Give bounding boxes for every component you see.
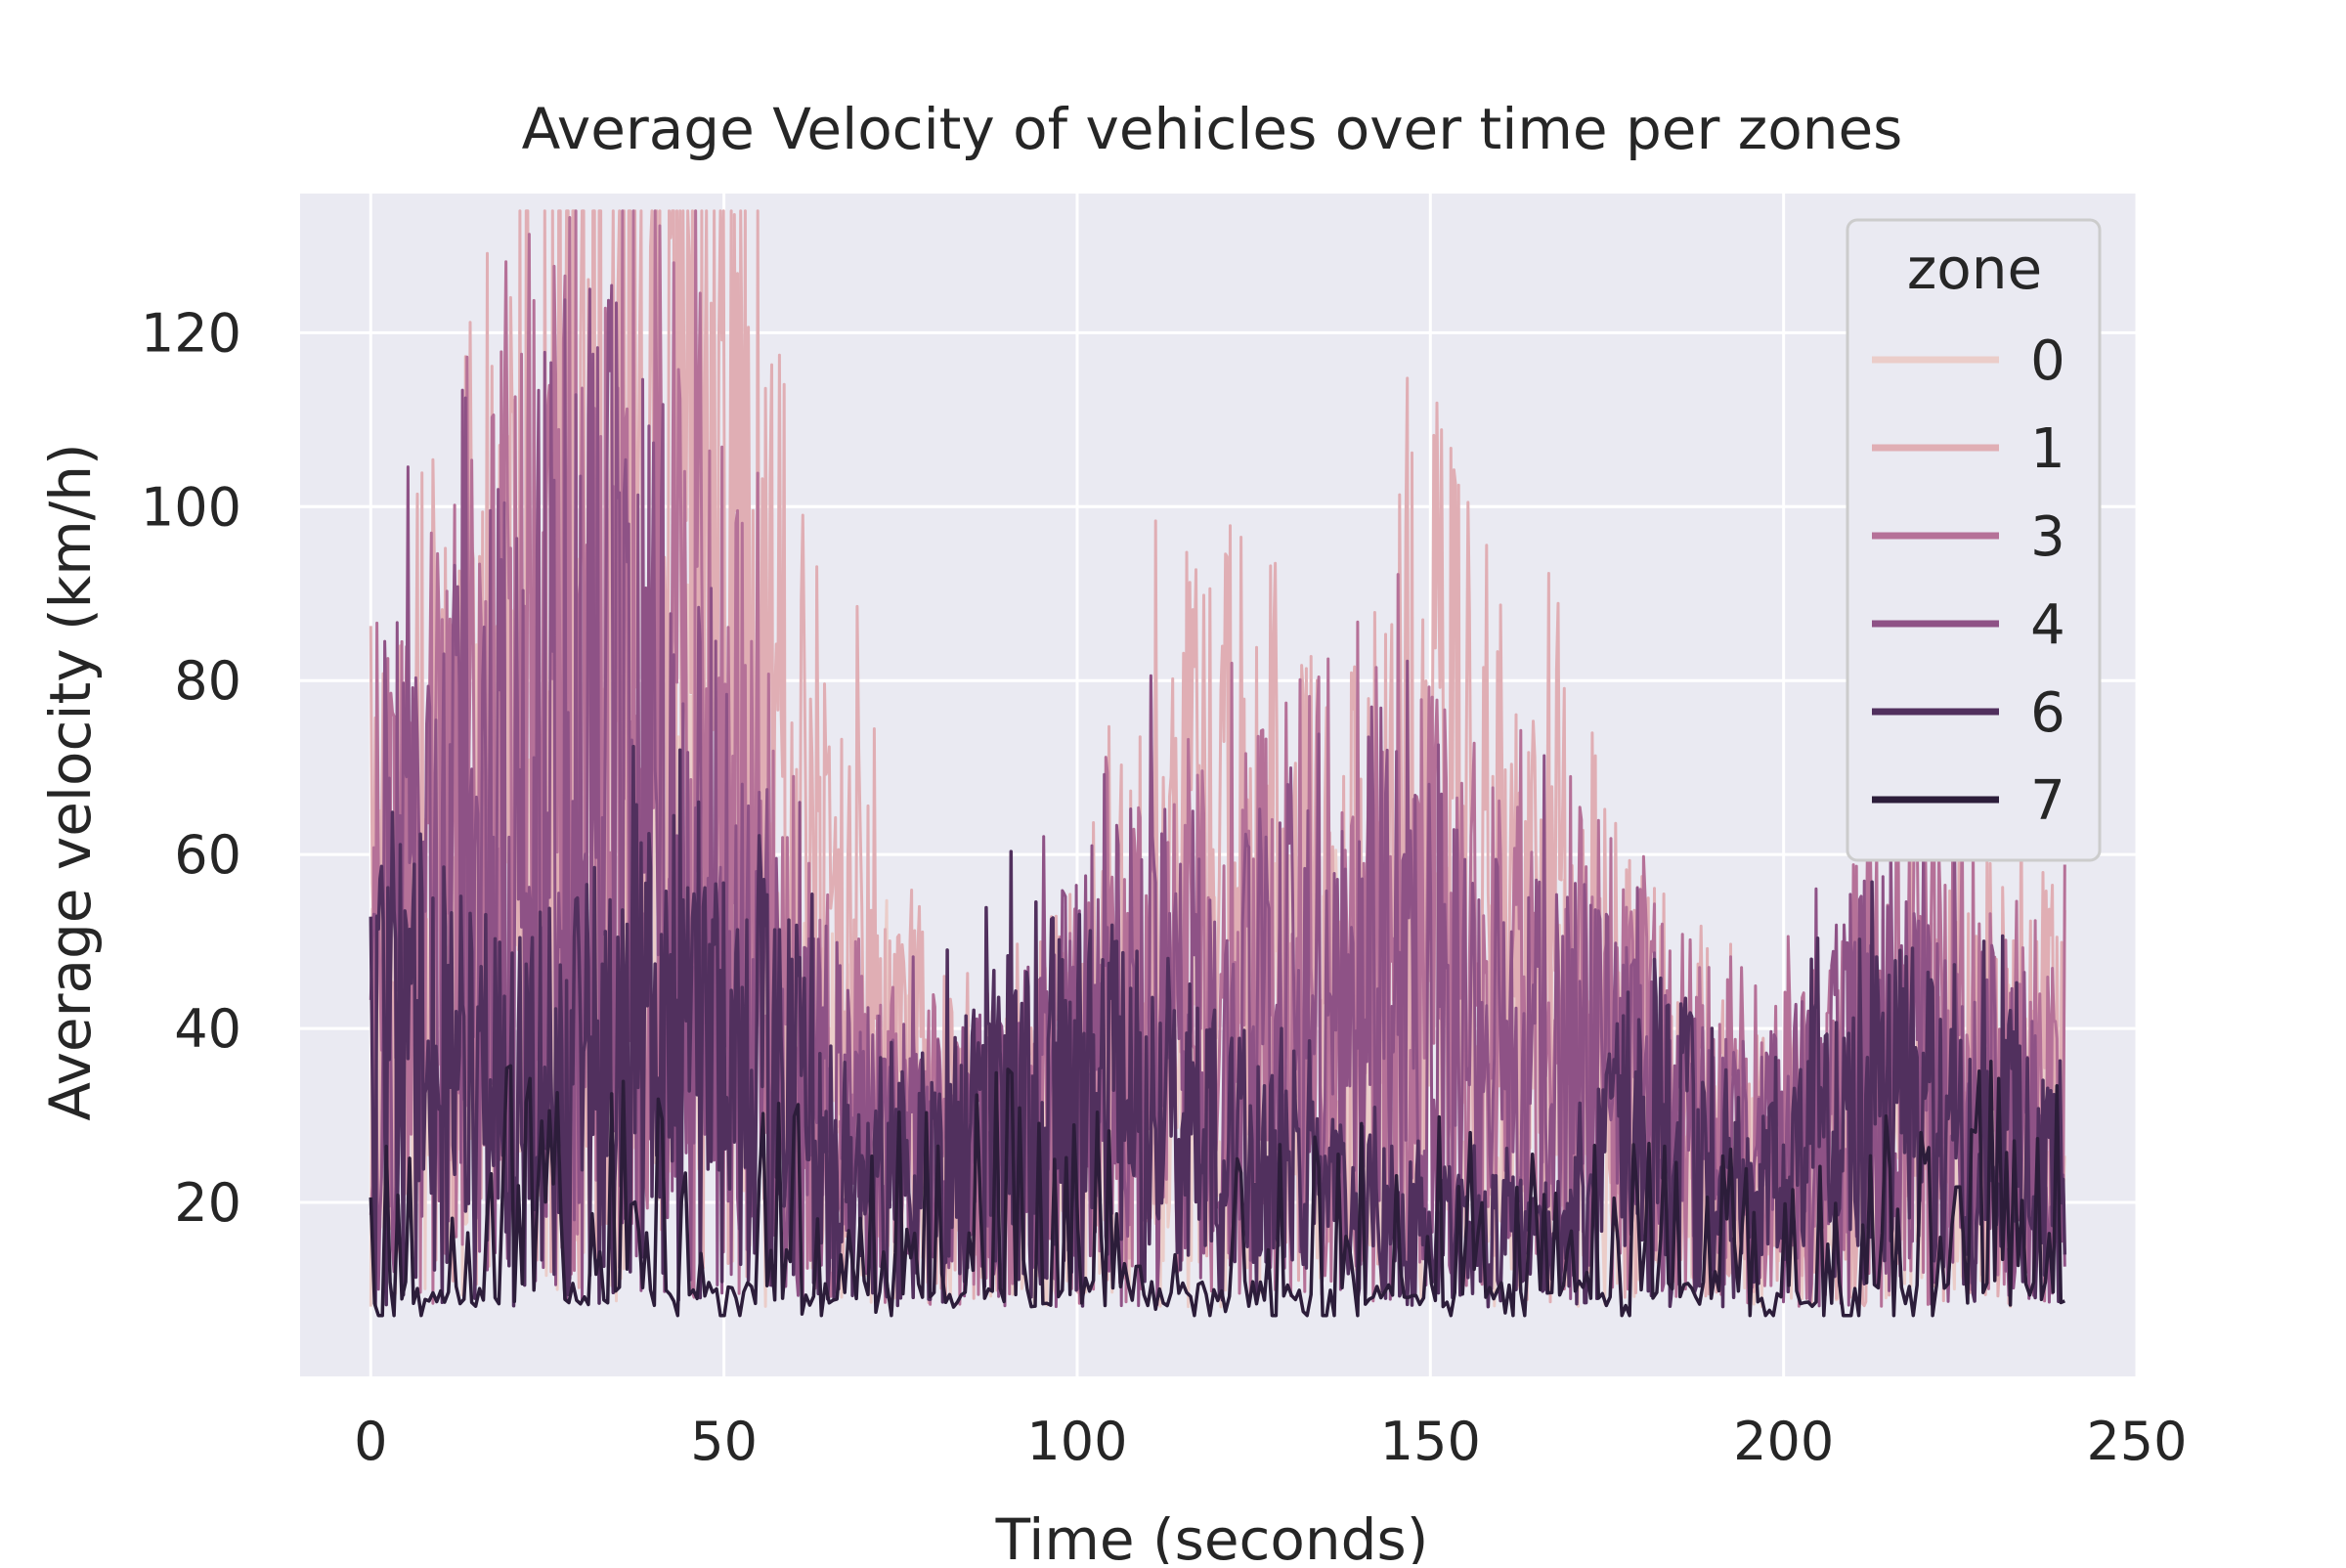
y-axis-label: Average velocity (km/h) <box>37 443 104 1120</box>
legend-label-zone-6: 6 <box>2030 681 2065 745</box>
chart-title: Average Velocity of vehicles over time p… <box>522 96 1903 162</box>
legend: zone 0 1 3 4 6 7 <box>1846 218 2102 862</box>
legend-label-zone-7: 7 <box>2030 769 2065 833</box>
y-tick-label: 120 <box>141 302 241 364</box>
legend-label-zone-1: 1 <box>2030 417 2065 481</box>
x-tick-label: 100 <box>1026 1411 1127 1472</box>
legend-frame <box>1846 218 2102 862</box>
series-layer <box>369 209 2067 1318</box>
x-tick-label: 200 <box>1733 1411 1834 1472</box>
x-tick-label: 0 <box>354 1411 387 1472</box>
y-tick-label: 40 <box>174 998 241 1060</box>
legend-label-zone-0: 0 <box>2030 329 2065 393</box>
legend-label-zone-4: 4 <box>2030 593 2065 657</box>
legend-label-zone-3: 3 <box>2030 505 2065 569</box>
y-tick-label: 60 <box>174 824 241 886</box>
series-line-zone-6 <box>369 744 2067 1309</box>
y-tick-label: 80 <box>174 650 241 712</box>
legend-title: zone <box>1907 236 2042 302</box>
x-axis-label: Time (seconds) <box>995 1506 1429 1564</box>
x-tick-label: 250 <box>2086 1411 2187 1472</box>
series-line-zone-7 <box>369 1059 2065 1318</box>
y-tick-label: 20 <box>174 1172 241 1234</box>
y-tick-label: 100 <box>141 476 241 538</box>
x-tick-label: 50 <box>690 1411 758 1472</box>
x-tick-label: 150 <box>1380 1411 1481 1472</box>
